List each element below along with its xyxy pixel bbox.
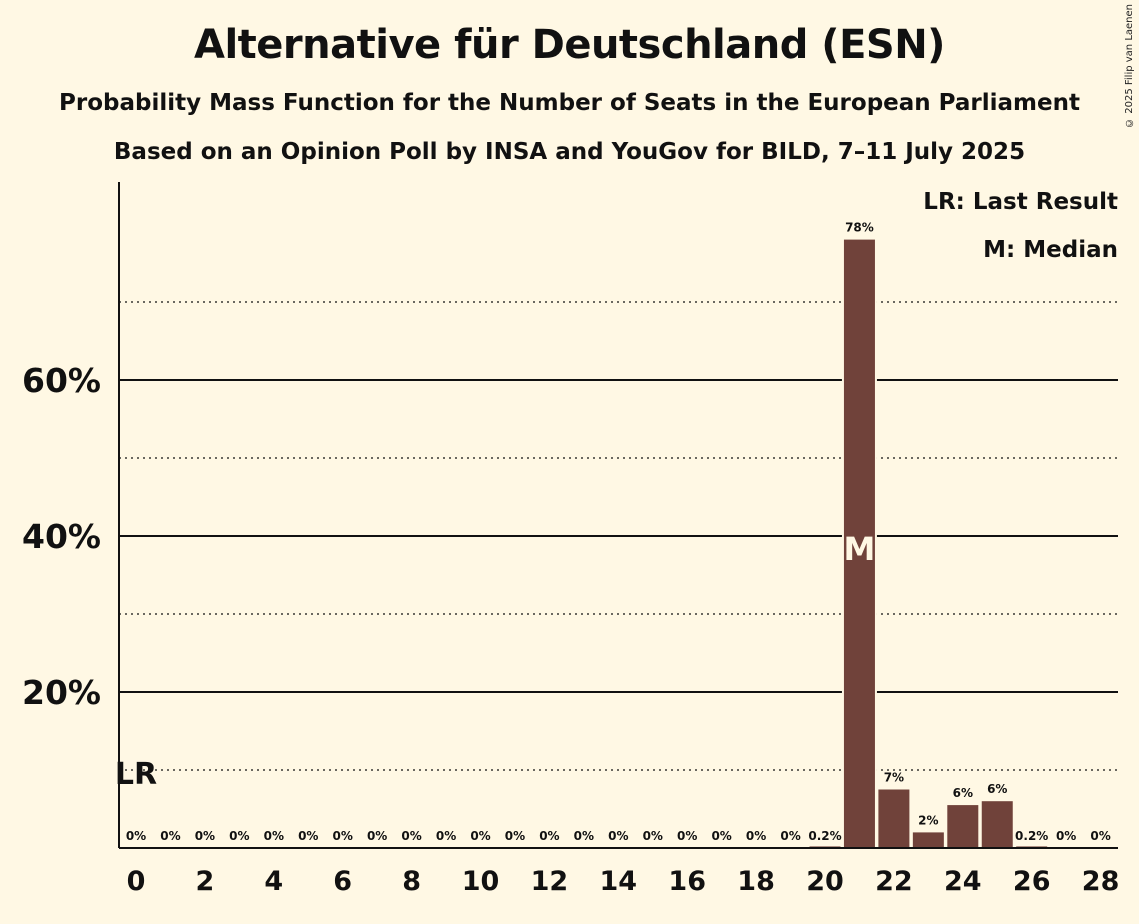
bar-value-label: 0% xyxy=(160,829,180,843)
bar-value-label: 0% xyxy=(505,829,525,843)
x-tick-label: 16 xyxy=(668,866,706,897)
bar-value-label: 6% xyxy=(953,786,973,800)
bars xyxy=(807,237,1050,849)
chart-subtitle: Probability Mass Function for the Number… xyxy=(59,90,1080,116)
bar-value-label: 0% xyxy=(298,829,318,843)
x-tick-label: 12 xyxy=(531,866,569,897)
bar-value-label: 2% xyxy=(918,813,938,827)
bar-value-label: 78% xyxy=(845,221,874,235)
bar-value-label: 0% xyxy=(470,829,490,843)
last-result-marker: LR xyxy=(115,757,157,792)
bar-value-label: 0% xyxy=(229,829,249,843)
bar-value-label: 0% xyxy=(677,829,697,843)
x-tick-label: 24 xyxy=(944,866,982,897)
x-tick-label: 8 xyxy=(402,866,421,897)
bar-value-label: 0% xyxy=(539,829,559,843)
y-tick-label: 20% xyxy=(22,673,101,712)
bar-gap-20 xyxy=(807,844,843,848)
x-tick-label: 10 xyxy=(462,866,500,897)
legend-median: M: Median xyxy=(983,237,1118,263)
bar-value-label: 0% xyxy=(574,829,594,843)
y-tick-label: 40% xyxy=(22,517,101,556)
bar-value-label: 7% xyxy=(884,771,904,785)
x-tick-label: 28 xyxy=(1082,866,1120,897)
bar-gap-26 xyxy=(1014,844,1050,848)
bar-value-label: 0% xyxy=(780,829,800,843)
bar-value-label: 0% xyxy=(436,829,456,843)
x-tick-label: 20 xyxy=(806,866,844,897)
bar-value-label: 0% xyxy=(643,829,663,843)
bar-seat-24 xyxy=(947,805,979,848)
bar-value-label: 0.2% xyxy=(1015,829,1048,843)
bar-value-label: 6% xyxy=(987,782,1007,796)
x-axis-ticks: 0 2 4 6 8 10 12 14 16 18 20 22 24 26 28 xyxy=(127,866,1120,897)
bar-seat-23 xyxy=(912,832,944,848)
x-tick-label: 22 xyxy=(875,866,913,897)
x-tick-label: 18 xyxy=(737,866,775,897)
legend-last-result: LR: Last Result xyxy=(923,189,1118,215)
bar-seat-21 xyxy=(843,239,875,849)
bar-value-label: 0% xyxy=(711,829,731,843)
median-marker: M xyxy=(844,530,876,568)
bar-value-label: 0% xyxy=(1090,829,1110,843)
legend: LR: Last Result M: Median xyxy=(923,189,1118,263)
x-tick-label: 2 xyxy=(196,866,215,897)
bar-value-label: 0% xyxy=(401,829,421,843)
bar-value-label: 0% xyxy=(746,829,766,843)
chart-title: Alternative für Deutschland (ESN) xyxy=(194,22,945,68)
bar-value-label: 0% xyxy=(126,829,146,843)
bar-value-label: 0% xyxy=(195,829,215,843)
bar-value-label: 0% xyxy=(608,829,628,843)
y-tick-label: 60% xyxy=(22,361,101,400)
x-tick-label: 6 xyxy=(333,866,352,897)
axes xyxy=(118,182,1118,849)
chart-subtitle-source: Based on an Opinion Poll by INSA and You… xyxy=(113,139,1026,165)
bar-seat-22 xyxy=(878,789,910,848)
x-tick-label: 14 xyxy=(600,866,638,897)
x-tick-label: 26 xyxy=(1013,866,1051,897)
bar-value-label: 0.2% xyxy=(808,829,841,843)
x-tick-label: 0 xyxy=(127,866,146,897)
gridlines xyxy=(119,301,1118,771)
bar-value-label: 0% xyxy=(264,829,284,843)
bar-seat-25 xyxy=(981,801,1013,848)
bar-value-label: 0% xyxy=(333,829,353,843)
bar-value-labels: 0% 0% 0% 0% 0% 0% 0% 0% 0% 0% 0% 0% 0% 0% 0% 0% 0% 0% 0% 0%… xyxy=(115,221,1111,843)
x-tick-label: 4 xyxy=(264,866,283,897)
bar-value-label: 0% xyxy=(1056,829,1076,843)
bar-value-label: 0% xyxy=(367,829,387,843)
y-axis-ticks: 20% 40% 60% xyxy=(22,361,101,712)
